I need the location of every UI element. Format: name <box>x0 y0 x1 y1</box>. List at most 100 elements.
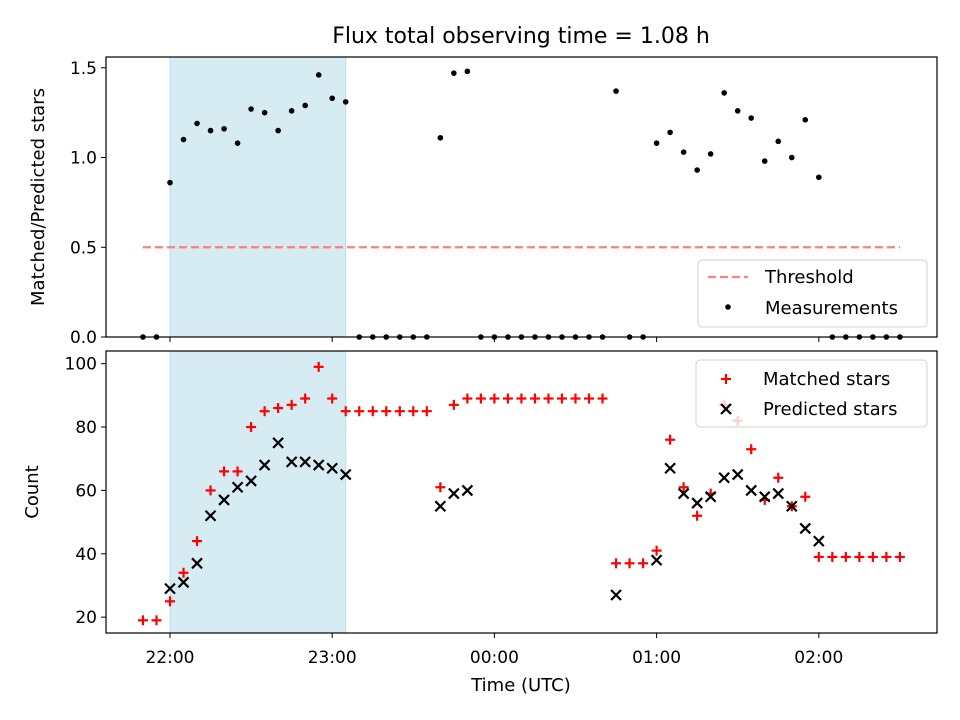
predicted-star-point <box>731 468 744 481</box>
matched-star-point <box>192 536 203 547</box>
legend-predicted-swatch <box>720 403 732 415</box>
matched-star-point <box>286 399 297 410</box>
matched-star-point <box>584 393 595 404</box>
matched-star-point <box>178 567 189 578</box>
matched-star-point <box>300 393 311 404</box>
y-tick-label: 100 <box>65 355 97 375</box>
predicted-star-point <box>448 487 460 500</box>
measurement-point <box>221 125 227 132</box>
x-tick-label: 02:00 <box>794 648 843 668</box>
matched-star-point <box>665 434 676 445</box>
measurement-point <box>342 99 349 105</box>
x-tick-label: 01:00 <box>632 648 681 668</box>
matched-star-point <box>678 482 689 493</box>
measurement-point <box>734 108 741 114</box>
measurement-point <box>464 68 471 75</box>
matched-star-point <box>746 444 757 455</box>
matched-star-point <box>854 551 865 562</box>
legend-matched-label: Matched stars <box>763 369 890 390</box>
measurement-point <box>816 174 822 181</box>
ratio-legend: Threshold Measurements <box>697 259 928 328</box>
matched-star-point <box>151 615 162 626</box>
matched-star-point <box>421 406 432 417</box>
matched-star-point <box>840 551 851 562</box>
measurement-point <box>288 108 295 114</box>
predicted-star-point <box>339 468 352 481</box>
observing-window-shade <box>169 350 347 634</box>
matched-star-point <box>692 510 703 521</box>
matched-star-point <box>489 393 500 404</box>
matched-star-point <box>813 551 824 562</box>
predicted-star-point <box>677 487 690 500</box>
x-tick-label: 22:00 <box>146 648 195 668</box>
matched-star-point <box>340 406 351 417</box>
chart-title: Flux total observing time = 1.08 h <box>332 24 710 49</box>
count-panel: 20 40 60 80 100 22:00 23:00 00:00 01:00 02:00 Co… <box>22 350 938 696</box>
predicted-star-point <box>745 484 757 497</box>
matched-star-point <box>462 393 473 404</box>
measurement-point <box>261 109 268 116</box>
predicted-star-point <box>799 522 812 535</box>
predicted-star-point <box>704 490 717 503</box>
y-tick-label: 0.5 <box>70 238 97 258</box>
matched-star-point <box>313 361 324 372</box>
predicted-star-point <box>299 456 311 468</box>
predicted-star-point <box>461 484 474 497</box>
measurement-point <box>748 115 755 121</box>
matched-star-point <box>219 466 230 477</box>
predicted-star-point <box>326 462 338 475</box>
y-tick-label: 20 <box>75 608 97 628</box>
y-tick-label: 1.5 <box>70 59 97 79</box>
count-legend: Matched stars Predicted stars <box>695 359 928 428</box>
matched-star-point <box>827 551 838 562</box>
measurement-point <box>775 138 782 145</box>
matched-star-point <box>597 393 608 404</box>
matched-star-point <box>273 403 284 414</box>
predicted-star-point <box>718 471 730 484</box>
y-tick-label: 1.0 <box>70 149 97 169</box>
measurement-point <box>167 179 173 186</box>
predicted-star-point <box>691 497 703 509</box>
predicted-star-point <box>434 500 447 513</box>
legend-matched-swatch <box>721 374 731 384</box>
matched-star-point <box>205 485 216 496</box>
predicted-star-point <box>177 576 190 589</box>
predicted-star-point <box>610 589 622 601</box>
ratio-panel: 0.0 0.5 1.0 1.5 Matched/Predicted stars Thr… <box>28 56 938 348</box>
matched-star-point <box>354 406 365 417</box>
matched-star-point <box>381 406 392 417</box>
matched-star-point <box>651 545 662 556</box>
matched-star-point <box>259 406 270 417</box>
predicted-star-point <box>772 487 785 500</box>
measurement-point <box>194 120 200 127</box>
ratio-legend-box <box>697 259 928 328</box>
predicted-star-point <box>650 554 663 566</box>
measurement-point <box>315 72 322 78</box>
matched-star-point <box>137 615 148 626</box>
measurement-point <box>653 140 660 146</box>
y-tick-label: 40 <box>75 545 97 565</box>
predicted-star-point <box>312 459 325 471</box>
predicted-star-point <box>272 437 284 449</box>
matched-star-point <box>502 393 513 404</box>
matched-star-point <box>543 393 554 404</box>
matched-star-point <box>894 551 905 562</box>
predicted-star-point <box>813 535 825 547</box>
predicted-star-point <box>164 582 176 595</box>
count-plot-frame <box>105 350 938 634</box>
predicted-star-point <box>664 462 676 475</box>
matched-star-point <box>327 393 338 404</box>
y-tick-label: 0.0 <box>70 328 97 348</box>
measurement-point <box>248 106 254 112</box>
legend-measurements-swatch <box>725 304 731 310</box>
matched-star-point <box>367 406 378 417</box>
matched-star-point <box>246 422 257 433</box>
matched-star-point <box>529 393 540 404</box>
ratio-plot-frame <box>105 56 938 338</box>
matched-star-point <box>570 393 581 404</box>
y-tick-label: 80 <box>75 418 97 438</box>
matched-star-point <box>556 393 567 404</box>
matched-star-point <box>435 482 446 493</box>
measurement-point <box>761 158 768 164</box>
